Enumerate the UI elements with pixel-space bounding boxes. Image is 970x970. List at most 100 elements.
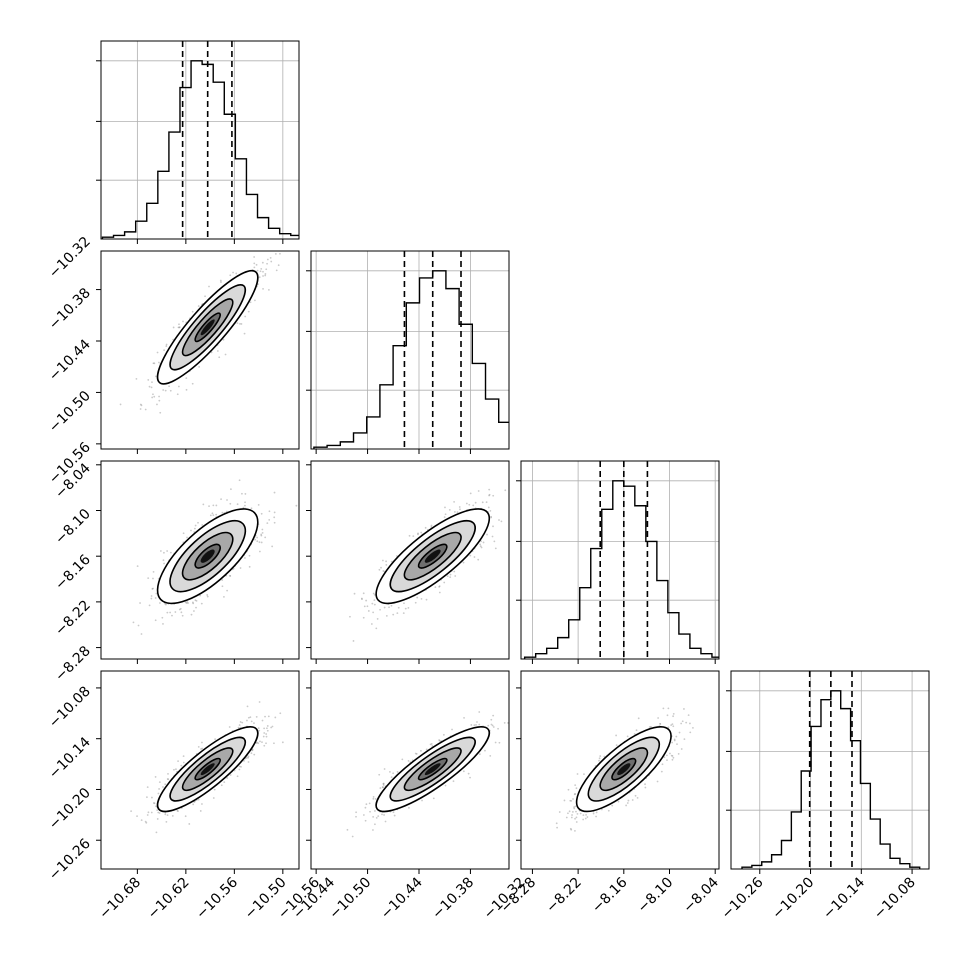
scatter-point [191, 601, 194, 604]
scatter-point [575, 816, 578, 819]
scatter-point [492, 525, 494, 528]
scatter-point [186, 600, 189, 603]
scatter-point [181, 614, 184, 617]
scatter-point [266, 725, 269, 727]
scatter-point [166, 611, 169, 614]
scatter-point [465, 502, 468, 505]
scatter-point [146, 796, 148, 799]
scatter-point [490, 515, 492, 518]
scatter-point [255, 715, 258, 718]
scatter-point [442, 733, 445, 736]
histogram-panel-2 [516, 460, 720, 664]
scatter-point [200, 748, 202, 750]
scatter-point [154, 619, 157, 622]
scatter-point [265, 727, 268, 730]
scatter-point [281, 741, 284, 744]
scatter-point [362, 814, 365, 816]
y-tick-label: −10.50 [46, 388, 94, 436]
y-tick-label: −8.16 [52, 552, 94, 594]
scatter-point [425, 748, 428, 751]
scatter-point [672, 725, 675, 728]
x-tick-label: −10.08 [871, 875, 919, 923]
scatter-point [239, 322, 241, 325]
scatter-point [241, 721, 244, 724]
scatter-point [671, 741, 674, 744]
scatter-point [573, 793, 576, 796]
scatter-point [634, 794, 637, 797]
scatter-point [139, 602, 141, 604]
scatter-point [257, 742, 260, 745]
scatter-point [267, 715, 270, 718]
scatter-point [167, 778, 170, 781]
scatter-point [480, 546, 483, 549]
panel-frame [100, 250, 300, 450]
scatter-point [503, 721, 506, 724]
scatter-point [259, 740, 261, 743]
scatter-point [144, 820, 147, 823]
scatter-point [687, 714, 690, 716]
scatter-point [258, 701, 261, 703]
scatter-point [504, 489, 507, 492]
scatter-point [182, 320, 184, 323]
scatter-point [480, 540, 483, 543]
density-core [424, 549, 441, 563]
scatter-point [216, 350, 219, 352]
scatter-point [478, 723, 481, 726]
scatter-point [573, 806, 575, 808]
scatter-point [644, 783, 646, 786]
scatter-point [257, 727, 260, 730]
scatter-point [488, 488, 491, 491]
scatter-point [158, 361, 160, 364]
scatter-point [666, 759, 668, 761]
scatter-point [220, 784, 223, 787]
scatter-point [449, 573, 452, 576]
scatter-point [195, 606, 197, 609]
scatter-point [212, 504, 215, 507]
x-tick-label: −10.62 [145, 875, 193, 923]
x-tick-label: −8.16 [589, 874, 631, 916]
scatter-point [147, 577, 150, 580]
scatter-point [379, 787, 382, 789]
scatter-point [583, 773, 585, 776]
scatter-point [382, 786, 384, 789]
scatter-point [273, 491, 276, 494]
scatter-point [462, 561, 465, 564]
scatter-point [265, 742, 267, 745]
scatter-point [360, 597, 363, 600]
y-tick-label: −10.26 [46, 836, 94, 884]
scatter-point [261, 531, 264, 534]
scatter-point [201, 803, 203, 805]
scatter-point [555, 822, 558, 825]
scatter-point [236, 322, 239, 324]
scatter-point [438, 585, 441, 588]
scatter-point [671, 758, 674, 761]
scatter-point [444, 513, 447, 516]
scatter-point [570, 799, 573, 802]
scatter-point [167, 772, 169, 775]
scatter-point [148, 385, 151, 388]
scatter-point [232, 271, 234, 274]
scatter-point [372, 829, 374, 831]
scatter-point [264, 274, 267, 277]
scatter-point [166, 550, 169, 552]
scatter-point [438, 739, 441, 741]
scatter-point [381, 786, 384, 788]
scatter-point [169, 551, 172, 554]
scatter-point [385, 614, 388, 617]
scatter-point [430, 742, 433, 745]
scatter-point [256, 741, 259, 744]
scatter-point [208, 505, 210, 507]
scatter-point [453, 501, 455, 503]
scatter-point [158, 812, 161, 814]
scatter-point [262, 270, 264, 273]
scatter-point [265, 268, 268, 271]
y-tick-label: −10.44 [46, 336, 94, 384]
scatter-point [165, 345, 168, 348]
scatter-point [176, 809, 179, 812]
scatter-point [438, 591, 441, 594]
scatter-point [235, 272, 238, 275]
scatter-point [522, 700, 524, 702]
scatter-point [631, 799, 634, 801]
scatter-point [135, 377, 138, 380]
scatter-point [488, 493, 491, 496]
